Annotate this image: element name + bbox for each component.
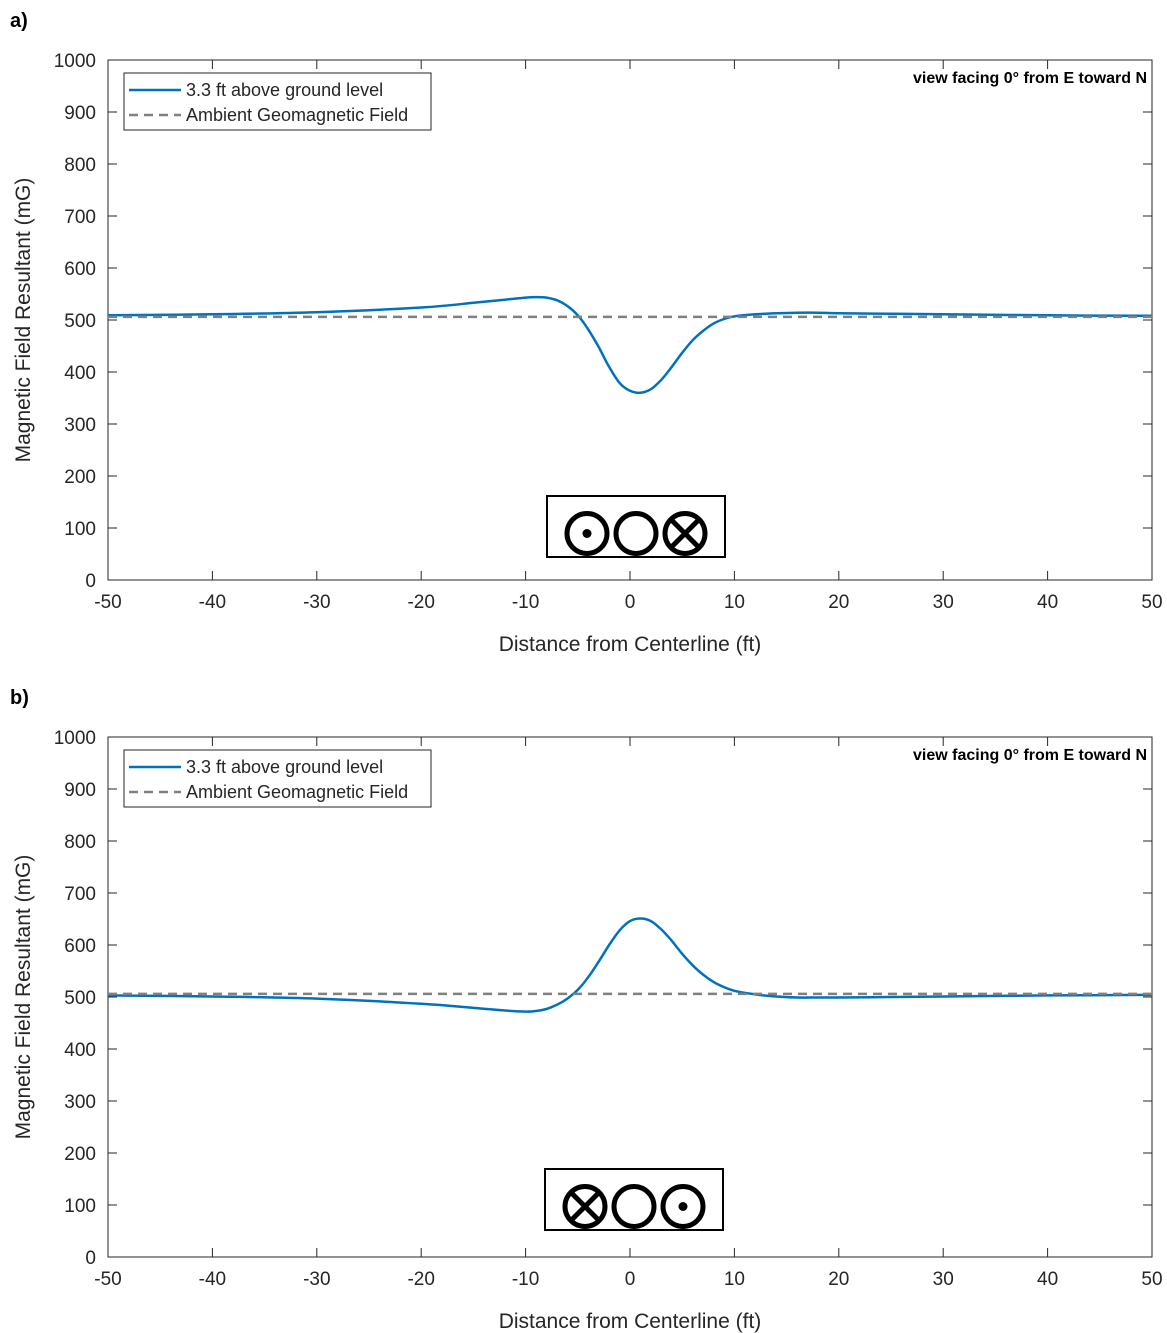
x-tick-label: 40 — [1037, 1269, 1058, 1290]
x-tick-label: 0 — [625, 1269, 636, 1290]
x-tick-label: -30 — [303, 1269, 330, 1290]
y-tick-label: 700 — [64, 884, 96, 905]
series-line-field — [107, 917, 1153, 1013]
conductor-dot-center — [582, 529, 592, 538]
y-tick-label: 200 — [64, 467, 96, 488]
y-tick-label: 0 — [85, 1248, 96, 1269]
legend-entry: 3.3 ft above ground level — [186, 80, 383, 100]
conductor-cross-icon — [562, 1184, 608, 1229]
y-axis-label: Magnetic Field Resultant (mG) — [12, 855, 35, 1140]
panel-label: b) — [10, 687, 29, 709]
x-axis-label: Distance from Centerline (ft) — [499, 1310, 762, 1333]
legend-box — [123, 72, 432, 131]
y-tick-label: 600 — [64, 259, 96, 280]
y-tick-label: 0 — [85, 571, 96, 592]
y-tick-label: 1000 — [54, 728, 96, 749]
conductor-dot-icon — [660, 1184, 706, 1229]
y-tick-label: 300 — [64, 415, 96, 436]
x-tick-label: -20 — [407, 592, 434, 613]
y-tick-label: 200 — [64, 1144, 96, 1165]
x-tick-label: -10 — [512, 1269, 539, 1290]
y-tick-label: 100 — [64, 1196, 96, 1217]
legend-entry: Ambient Geomagnetic Field — [186, 782, 408, 802]
y-tick-label: 700 — [64, 207, 96, 228]
y-tick-label: 300 — [64, 1092, 96, 1113]
conductor-cross-icon — [662, 511, 708, 556]
x-tick-label: 10 — [724, 592, 745, 613]
chart-panel-0: a)-50 -40 -30 -20 -10 0 10 20 30 40 50010020030040… — [10, 10, 1163, 656]
x-tick-label: -50 — [94, 592, 121, 613]
y-tick-label: 600 — [64, 936, 96, 957]
y-tick-label: 800 — [64, 832, 96, 853]
x-tick-label: -30 — [303, 592, 330, 613]
x-tick-label: -50 — [94, 1269, 121, 1290]
y-tick-label: 900 — [64, 780, 96, 801]
chart-panel-1: b)-50 -40 -30 -20 -10 0 10 20 30 40 50010020030040… — [10, 687, 1163, 1333]
conductor-dot-icon — [564, 511, 610, 556]
x-tick-label: 50 — [1141, 592, 1162, 613]
x-tick-label: 20 — [828, 1269, 849, 1290]
y-tick-label: 400 — [64, 363, 96, 384]
x-tick-label: 50 — [1141, 1269, 1162, 1290]
legend-entry: 3.3 ft above ground level — [186, 757, 383, 777]
x-tick-label: 10 — [724, 1269, 745, 1290]
x-tick-label: -10 — [512, 592, 539, 613]
y-tick-label: 900 — [64, 103, 96, 124]
x-tick-label: -40 — [199, 592, 226, 613]
view-annotation: view facing 0° from E toward N — [913, 747, 1147, 764]
y-tick-label: 100 — [64, 519, 96, 540]
y-tick-label: 400 — [64, 1040, 96, 1061]
view-annotation: view facing 0° from E toward N — [913, 70, 1147, 87]
y-tick-label: 1000 — [54, 51, 96, 72]
x-tick-label: 40 — [1037, 592, 1058, 613]
x-tick-label: 30 — [933, 1269, 954, 1290]
y-tick-label: 800 — [64, 155, 96, 176]
x-axis-label: Distance from Centerline (ft) — [499, 633, 762, 656]
panel-label: a) — [10, 10, 28, 32]
conductor-cross-stroke — [570, 1191, 600, 1222]
series-line-field — [107, 295, 1153, 395]
x-tick-label: 30 — [933, 592, 954, 613]
x-tick-label: -40 — [199, 1269, 226, 1290]
y-axis-label: Magnetic Field Resultant (mG) — [12, 178, 35, 463]
conductor-dot-center — [678, 1202, 688, 1211]
conductor-cross-stroke — [670, 518, 700, 549]
y-tick-label: 500 — [64, 988, 96, 1009]
conductor-circle-icon — [611, 1184, 657, 1229]
legend-entry: Ambient Geomagnetic Field — [186, 105, 408, 125]
legend-box — [123, 749, 432, 808]
x-tick-label: 0 — [625, 592, 636, 613]
conductor-circle-icon — [613, 511, 659, 556]
x-tick-label: -20 — [407, 1269, 434, 1290]
y-tick-label: 500 — [64, 311, 96, 332]
x-tick-label: 20 — [828, 592, 849, 613]
